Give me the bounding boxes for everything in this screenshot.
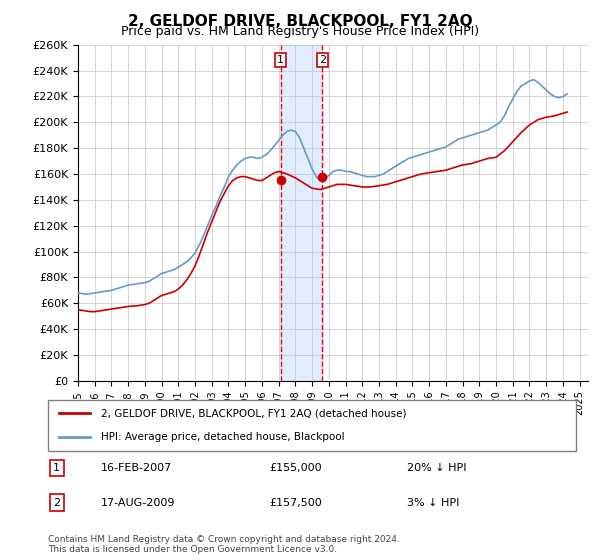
Bar	[281, 45, 322, 381]
Text: 16-FEB-2007: 16-FEB-2007	[101, 463, 172, 473]
Text: 20% ↓ HPI: 20% ↓ HPI	[407, 463, 467, 473]
Text: 3% ↓ HPI: 3% ↓ HPI	[407, 498, 460, 508]
Text: 2: 2	[319, 55, 326, 65]
Text: Contains HM Land Registry data © Crown copyright and database right 2024.
This d: Contains HM Land Registry data © Crown c…	[48, 535, 400, 554]
Text: 1: 1	[53, 463, 60, 473]
Text: Price paid vs. HM Land Registry's House Price Index (HPI): Price paid vs. HM Land Registry's House …	[121, 25, 479, 38]
Text: 2: 2	[53, 498, 61, 508]
Text: £157,500: £157,500	[270, 498, 323, 508]
Text: 2, GELDOF DRIVE, BLACKPOOL, FY1 2AQ (detached house): 2, GELDOF DRIVE, BLACKPOOL, FY1 2AQ (det…	[101, 408, 406, 418]
Text: £155,000: £155,000	[270, 463, 322, 473]
Text: 17-AUG-2009: 17-AUG-2009	[101, 498, 175, 508]
Text: 1: 1	[277, 55, 284, 65]
Text: 2, GELDOF DRIVE, BLACKPOOL, FY1 2AQ: 2, GELDOF DRIVE, BLACKPOOL, FY1 2AQ	[128, 14, 472, 29]
FancyBboxPatch shape	[48, 400, 576, 451]
Text: HPI: Average price, detached house, Blackpool: HPI: Average price, detached house, Blac…	[101, 432, 344, 442]
